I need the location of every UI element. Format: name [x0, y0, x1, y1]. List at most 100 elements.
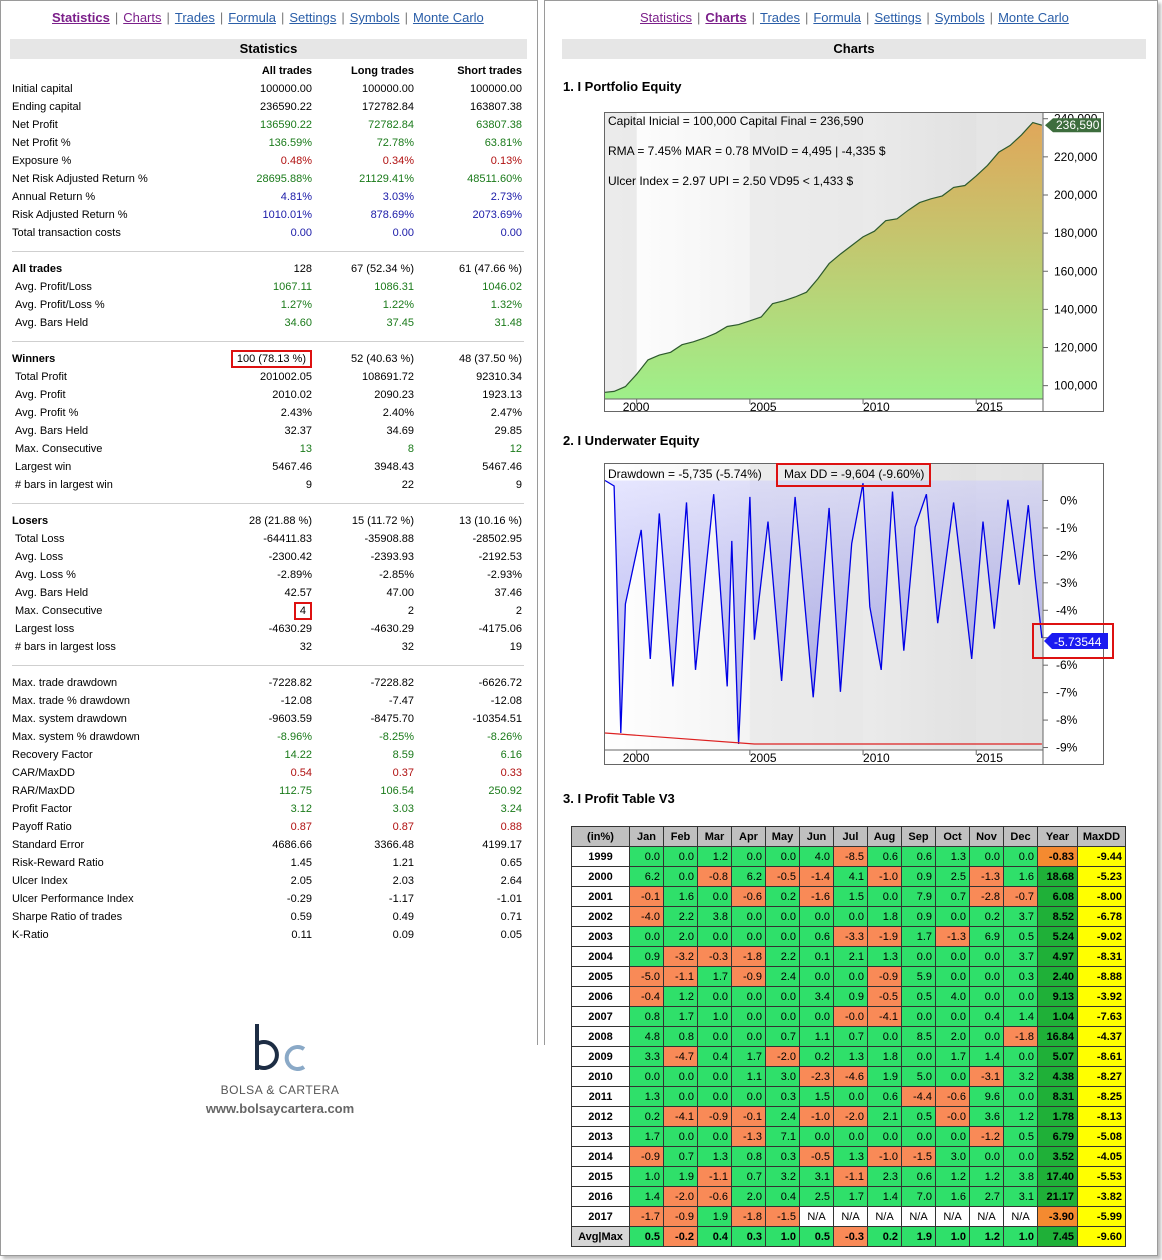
profit-table-month-value: 1.7	[663, 1006, 698, 1027]
divider	[12, 250, 524, 252]
stats-row: Ulcer Performance Index -0.29 -1.17 -1.01	[10, 890, 526, 908]
stats-label: K-Ratio	[12, 929, 49, 941]
max-drawdown-label: Max DD = -9,604 (-9.60%)	[784, 467, 924, 481]
profit-table-month-value: -1.6	[799, 886, 834, 907]
profit-table-month-value: -5.0	[629, 966, 664, 987]
nav-link-trades[interactable]: Trades	[174, 10, 215, 25]
stats-value: 0.34%	[382, 155, 414, 167]
profit-table-year-total: 1.78	[1037, 1106, 1078, 1127]
profit-table-month-value: -0.6	[697, 1186, 732, 1207]
profit-table-header: Dec	[1003, 826, 1038, 847]
profit-table-month-value: N/A	[901, 1206, 936, 1227]
profit-table-month-value: 2.4	[765, 1106, 800, 1127]
nav-link-trades[interactable]: Trades	[759, 10, 800, 25]
stats-value: 1.22%	[382, 299, 414, 311]
stats-value: 72782.84	[368, 119, 414, 131]
nav-link-settings[interactable]: Settings	[289, 10, 337, 25]
stats-value-cell: 4	[210, 602, 314, 620]
profit-table-month-value: 1.1	[731, 1066, 766, 1087]
profit-table-month-value: 0.0	[901, 1126, 936, 1147]
nav-link-monte-carlo[interactable]: Monte Carlo	[998, 10, 1069, 25]
stats-column-header: Long trades	[351, 65, 414, 77]
stats-label: # bars in largest win	[15, 479, 113, 491]
logo-url: www.bolsaycartera.com	[205, 1101, 355, 1116]
profit-table-month-value: 2.1	[867, 1106, 902, 1127]
profit-table-month-value: 0.0	[833, 906, 868, 927]
pane-splitter[interactable]	[537, 0, 545, 1045]
profit-table-month-value: 0.3	[765, 1146, 800, 1167]
profit-table-year-total: 8.52	[1037, 906, 1078, 927]
stats-value-cell: 100 (78.13 %)	[210, 350, 314, 368]
stats-label: Standard Error	[12, 839, 85, 851]
stats-row: Profit Factor 3.12 3.03 3.24	[10, 800, 526, 818]
stats-value: -8.25%	[379, 731, 414, 743]
nav-link-charts[interactable]: Charts	[705, 10, 747, 25]
profit-table-month-value: 0.6	[799, 926, 834, 947]
profit-table-month-value: -8.5	[833, 846, 868, 867]
nav-link-statistics[interactable]: Statistics	[640, 10, 693, 25]
profit-table-month-value: 4.1	[833, 866, 868, 887]
equity-heading: 1. I Portfolio Equity	[563, 79, 682, 94]
stats-value: -0.29	[286, 893, 312, 905]
profit-table-month-value: -1.1	[663, 966, 698, 987]
stats-row: Max. trade % drawdown -12.08 -7.47 -12.08	[10, 692, 526, 710]
profit-table-year: 2002	[571, 906, 630, 927]
nav-link-charts[interactable]: Charts	[123, 10, 162, 25]
profit-table-month-value: 0.0	[833, 1086, 868, 1107]
equity-area	[605, 122, 1043, 399]
profit-table-maxdd: -7.63	[1077, 1006, 1126, 1027]
profit-table-maxdd: -8.31	[1077, 946, 1126, 967]
stats-value: 1.21	[392, 857, 414, 869]
stats-value: -8475.70	[370, 713, 414, 725]
stats-label: Ending capital	[12, 101, 82, 113]
nav-link-statistics[interactable]: Statistics	[52, 10, 110, 25]
nav-link-formula[interactable]: Formula	[813, 10, 862, 25]
profit-table-month-value: 0.0	[663, 846, 698, 867]
profit-table-row: 2014 -0.9 0.7 1.3 0.8 0.3 -0.5 1.3 -1.0 -1.5 3.0 0.…	[571, 1146, 1126, 1167]
stats-label: Largest loss	[15, 623, 75, 635]
y-tick-label: -3%	[1056, 576, 1078, 590]
nav-link-formula[interactable]: Formula	[228, 10, 276, 25]
profit-table-year-total: -3.90	[1037, 1206, 1078, 1227]
profit-table-month-value: 0.0	[901, 946, 936, 967]
profit-table-maxdd: -3.92	[1077, 986, 1126, 1007]
profit-table-maxdd: -9.02	[1077, 926, 1126, 947]
profit-table-year-total: 5.24	[1037, 926, 1078, 947]
stats-row: Largest win 5467.46 3948.43 5467.46	[10, 458, 526, 476]
x-tick-label: 2000	[623, 751, 650, 765]
nav-link-symbols[interactable]: Symbols	[349, 10, 400, 25]
profit-table-month-value: 1.7	[833, 1186, 868, 1207]
stats-value: 19	[509, 641, 522, 653]
stats-value: 2.43%	[280, 407, 312, 419]
nav-link-monte-carlo[interactable]: Monte Carlo	[412, 10, 484, 25]
profit-table-month-value: 0.0	[935, 946, 970, 967]
x-tick-label: 2005	[750, 751, 777, 765]
stats-label: Net Profit %	[12, 137, 71, 149]
stats-row: Max. system % drawdown -8.96% -8.25% -8.26%	[10, 728, 526, 746]
profit-table-month-value: 1.2	[969, 1166, 1004, 1187]
stats-value: -2393.93	[370, 551, 414, 563]
profit-table-month-value: 0.6	[867, 846, 902, 867]
stats-value: -64411.83	[263, 533, 312, 545]
profit-table-month-value: 3.2	[1003, 1066, 1038, 1087]
stats-label: Avg. Loss %	[15, 569, 76, 581]
profit-table-month-value: 3.0	[935, 1146, 970, 1167]
stats-value: -12.08	[280, 695, 312, 707]
profit-table-month-value: 0.3	[1003, 966, 1038, 987]
stats-row: All trades 128 67 (52.34 %) 61 (47.66 %)	[10, 260, 526, 278]
nav-link-symbols[interactable]: Symbols	[934, 10, 985, 25]
profit-table-month-value: 1.7	[731, 1046, 766, 1067]
profit-table-month-value: 0.0	[867, 1026, 902, 1047]
stats-value: 5467.46	[482, 461, 522, 473]
stats-value: 0.00	[500, 227, 522, 239]
profit-table-month-value: 3.1	[799, 1166, 834, 1187]
profit-table-month-value: 1.3	[833, 1046, 868, 1067]
profit-table-month-value: -1.0	[867, 866, 902, 887]
profit-table-year: 2014	[571, 1146, 630, 1167]
stats-value: -2300.42	[268, 551, 312, 563]
profit-table-month-value: 0.0	[969, 966, 1004, 987]
nav-link-settings[interactable]: Settings	[874, 10, 922, 25]
profit-table-month-value: N/A	[867, 1206, 902, 1227]
profit-table-maxdd: -5.23	[1077, 866, 1126, 887]
